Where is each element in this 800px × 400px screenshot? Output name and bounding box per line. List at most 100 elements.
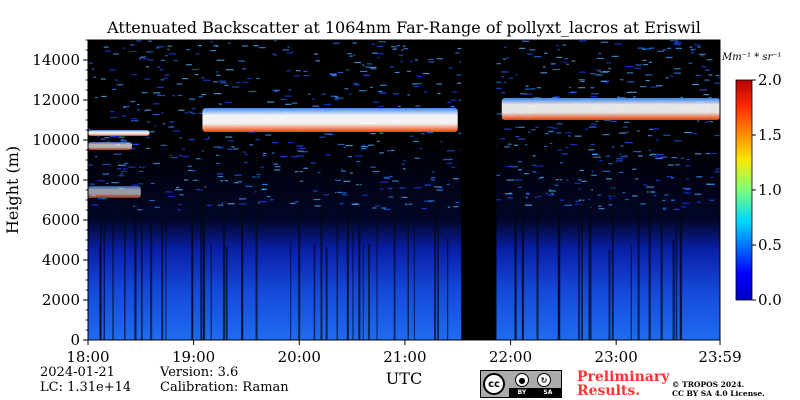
noise-speck bbox=[650, 86, 658, 88]
noise-speck bbox=[680, 96, 683, 98]
noise-speck bbox=[566, 179, 569, 181]
noise-speck bbox=[694, 193, 702, 195]
noise-speck bbox=[661, 199, 666, 202]
noise-speck bbox=[179, 194, 184, 196]
noise-speck bbox=[198, 96, 204, 98]
noise-speck bbox=[518, 47, 526, 49]
noise-speck bbox=[568, 135, 571, 137]
noise-speck bbox=[243, 151, 246, 153]
noise-speck bbox=[258, 47, 266, 49]
noise-speck bbox=[131, 184, 139, 186]
noise-speck bbox=[619, 171, 624, 174]
noise-speck bbox=[457, 47, 465, 50]
noise-speck bbox=[378, 105, 384, 107]
noise-speck bbox=[587, 198, 591, 201]
noise-speck bbox=[515, 135, 520, 138]
noise-speck bbox=[363, 74, 368, 76]
noise-speck bbox=[340, 169, 343, 171]
noise-speck bbox=[570, 144, 578, 146]
noise-speck bbox=[663, 208, 666, 210]
noise-speck bbox=[131, 73, 137, 76]
no-data-gap bbox=[461, 40, 497, 340]
noise-speck bbox=[228, 140, 235, 142]
noise-speck bbox=[213, 92, 222, 95]
noise-speck bbox=[590, 87, 595, 89]
noise-speck bbox=[182, 77, 189, 80]
cc-icon: cc bbox=[483, 373, 505, 395]
noise-speck bbox=[691, 49, 694, 51]
preliminary-line-2: Results. bbox=[577, 383, 641, 399]
noise-speck bbox=[574, 182, 581, 184]
noise-speck bbox=[537, 177, 542, 180]
noise-speck bbox=[296, 145, 304, 147]
noise-speck bbox=[699, 89, 708, 91]
noise-speck bbox=[436, 58, 444, 60]
noise-speck bbox=[526, 93, 533, 95]
noise-speck bbox=[218, 103, 222, 105]
noise-speck bbox=[117, 168, 122, 170]
noise-speck bbox=[112, 53, 120, 55]
noise-speck bbox=[496, 113, 502, 115]
noise-speck bbox=[167, 45, 172, 47]
noise-speck bbox=[636, 130, 640, 132]
noise-speck bbox=[566, 63, 569, 65]
noise-speck bbox=[428, 200, 435, 202]
noise-speck bbox=[303, 70, 308, 73]
noise-speck bbox=[715, 168, 720, 170]
noise-speck bbox=[548, 189, 552, 191]
badge-sa-label: SA bbox=[543, 389, 553, 396]
noise-speck bbox=[202, 79, 211, 81]
noise-speck bbox=[446, 183, 450, 185]
noise-speck bbox=[501, 76, 505, 78]
noise-speck bbox=[704, 79, 710, 81]
noise-speck bbox=[109, 135, 116, 138]
noise-speck bbox=[286, 70, 292, 72]
noise-speck bbox=[335, 191, 342, 194]
noise-speck bbox=[686, 178, 689, 180]
noise-speck bbox=[303, 167, 309, 169]
noise-speck bbox=[256, 77, 260, 80]
noise-speck bbox=[261, 154, 267, 157]
noise-speck bbox=[130, 118, 138, 120]
noise-speck bbox=[554, 96, 561, 98]
noise-speck bbox=[274, 54, 277, 57]
noise-speck bbox=[349, 93, 352, 95]
noise-speck bbox=[595, 120, 599, 122]
noise-speck bbox=[238, 60, 246, 62]
noise-speck bbox=[626, 91, 632, 94]
colorbar-tick-label: 2.0 bbox=[758, 71, 782, 89]
noise-speck bbox=[195, 53, 200, 55]
noise-speck bbox=[303, 75, 310, 77]
noise-speck bbox=[717, 77, 720, 79]
noise-speck bbox=[390, 149, 395, 151]
noise-speck bbox=[227, 148, 233, 150]
noise-speck bbox=[198, 112, 206, 114]
noise-speck bbox=[705, 152, 711, 155]
noise-speck bbox=[372, 101, 380, 103]
noise-speck bbox=[668, 57, 671, 59]
noise-speck bbox=[152, 103, 157, 105]
noise-speck bbox=[335, 97, 344, 99]
noise-speck bbox=[213, 81, 218, 83]
noise-speck bbox=[386, 150, 391, 152]
cloud-layer bbox=[88, 130, 150, 136]
noise-speck bbox=[430, 179, 436, 181]
footer-date: 2024-01-21 bbox=[40, 365, 115, 380]
noise-speck bbox=[415, 105, 421, 107]
noise-speck bbox=[94, 155, 98, 158]
noise-speck bbox=[578, 87, 585, 89]
noise-speck bbox=[402, 168, 406, 170]
noise-speck bbox=[556, 56, 563, 59]
noise-speck bbox=[141, 92, 148, 94]
noise-speck bbox=[458, 99, 463, 101]
noise-speck bbox=[233, 148, 239, 150]
noise-speck bbox=[714, 82, 720, 84]
noise-speck bbox=[709, 121, 714, 123]
noise-speck bbox=[679, 206, 687, 208]
noise-speck bbox=[204, 186, 207, 188]
noise-speck bbox=[314, 205, 321, 207]
noise-speck bbox=[428, 58, 434, 61]
noise-speck bbox=[153, 162, 161, 165]
noise-speck bbox=[635, 64, 643, 66]
noise-speck bbox=[291, 51, 294, 53]
